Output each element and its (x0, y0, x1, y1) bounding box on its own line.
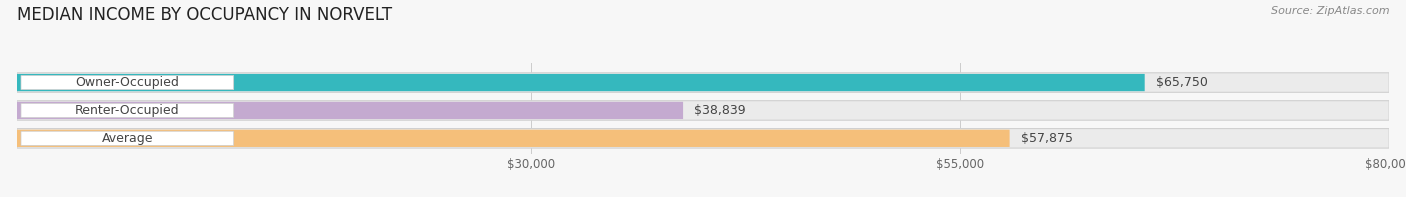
Text: Renter-Occupied: Renter-Occupied (75, 104, 180, 117)
FancyBboxPatch shape (21, 103, 233, 118)
FancyBboxPatch shape (17, 73, 1389, 92)
FancyBboxPatch shape (21, 75, 233, 90)
Text: $38,839: $38,839 (695, 104, 745, 117)
FancyBboxPatch shape (17, 74, 1144, 91)
Text: Owner-Occupied: Owner-Occupied (76, 76, 180, 89)
FancyBboxPatch shape (17, 129, 1389, 148)
FancyBboxPatch shape (17, 130, 1010, 147)
FancyBboxPatch shape (17, 102, 683, 119)
FancyBboxPatch shape (21, 131, 233, 145)
Text: $57,875: $57,875 (1021, 132, 1073, 145)
Text: Source: ZipAtlas.com: Source: ZipAtlas.com (1271, 6, 1389, 16)
FancyBboxPatch shape (17, 101, 1389, 120)
Text: MEDIAN INCOME BY OCCUPANCY IN NORVELT: MEDIAN INCOME BY OCCUPANCY IN NORVELT (17, 6, 392, 24)
Text: Average: Average (101, 132, 153, 145)
Text: $65,750: $65,750 (1156, 76, 1208, 89)
